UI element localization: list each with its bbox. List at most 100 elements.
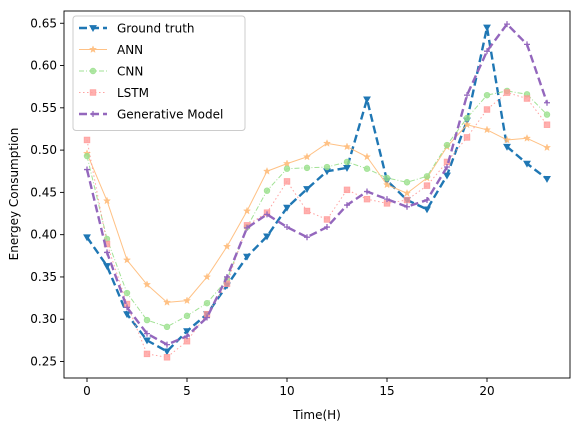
data-point-1-12	[322, 139, 332, 147]
legend-label-1: ANN	[117, 43, 143, 57]
data-point-2-13	[343, 158, 351, 166]
data-point-1-14	[362, 152, 372, 161]
data-point-4-7	[224, 273, 230, 280]
data-point-2-15	[383, 174, 391, 182]
series-line-4	[85, 22, 549, 346]
legend-label-3: LSTM	[117, 86, 149, 100]
y-tick-label-7: 0.60	[30, 59, 57, 73]
legend-entry-0	[79, 25, 107, 33]
data-point-4-0	[84, 166, 90, 173]
data-point-3-12	[323, 216, 331, 223]
axes-layer: 0 5 10 15 20 0.25 0.30 0.35 0.40 0.45 0.50 0.55 0.60…	[30, 10, 571, 398]
y-tick-label-1: 0.30	[30, 312, 57, 326]
data-point-0-0	[83, 234, 91, 242]
data-point-2-4	[163, 323, 171, 331]
data-point-4-4	[164, 341, 170, 348]
data-point-4-13	[344, 202, 350, 209]
data-point-4-20	[484, 48, 490, 55]
data-point-1-15	[382, 180, 392, 189]
data-point-1-6	[202, 272, 212, 281]
legend-entry-2	[79, 67, 107, 75]
data-point-3-11	[303, 207, 311, 215]
data-point-2-17	[423, 173, 431, 180]
data-point-4-16	[404, 203, 410, 210]
data-point-3-22	[523, 95, 531, 102]
series-line-3	[86, 92, 548, 358]
data-point-1-9	[262, 166, 272, 175]
data-point-1-21	[502, 135, 512, 144]
data-point-1-2	[122, 255, 132, 264]
data-point-4-15	[384, 196, 390, 203]
data-point-1-23	[542, 143, 552, 152]
legend-marker-0	[89, 25, 97, 33]
legend: Ground truth ANN CNN LSTM Generative Model	[72, 15, 246, 131]
data-point-2-6	[203, 299, 211, 307]
data-point-3-10	[283, 178, 291, 185]
data-point-0-17	[423, 206, 431, 214]
x-axis-label: Time(H)	[292, 408, 341, 422]
data-point-0-8	[243, 253, 251, 261]
series-3	[83, 89, 551, 361]
data-point-2-11	[303, 164, 311, 172]
data-point-2-12	[323, 163, 331, 171]
data-point-4-12	[324, 224, 330, 231]
data-point-1-13	[342, 142, 352, 151]
data-point-3-3	[143, 350, 151, 358]
legend-marker-2	[89, 67, 97, 75]
data-point-4-23	[544, 99, 550, 106]
data-point-1-5	[182, 296, 192, 305]
data-point-3-4	[163, 354, 171, 361]
legend-box	[72, 15, 246, 131]
x-tick-label-3: 15	[379, 384, 394, 398]
x-tick-label-1: 5	[183, 384, 191, 398]
data-point-1-7	[222, 242, 232, 251]
data-point-4-5	[184, 333, 190, 340]
data-point-2-0	[83, 152, 91, 160]
data-point-1-3	[142, 280, 152, 289]
data-point-0-2	[123, 311, 131, 319]
data-point-0-13	[343, 165, 351, 172]
data-point-2-23	[543, 111, 551, 118]
data-point-2-14	[363, 165, 371, 172]
y-tick-label-2: 0.35	[30, 270, 57, 284]
series-2	[83, 87, 551, 331]
data-point-2-16	[403, 179, 411, 186]
series-line-2	[86, 90, 548, 328]
data-point-4-3	[144, 330, 150, 337]
data-point-4-8	[244, 224, 250, 231]
data-point-2-18	[443, 141, 451, 149]
y-axis-label: Energey Consumption	[7, 128, 21, 261]
data-point-3-20	[483, 106, 491, 113]
data-point-4-10	[284, 224, 290, 231]
legend-label-4: Generative Model	[117, 108, 223, 122]
data-point-1-8	[242, 206, 252, 215]
y-tick-label-5: 0.50	[30, 143, 57, 157]
data-point-0-4	[163, 348, 171, 356]
data-point-0-5	[183, 328, 191, 336]
data-point-0-11	[303, 186, 311, 194]
data-point-1-22	[522, 133, 532, 142]
data-point-4-18	[444, 164, 450, 171]
data-point-4-9	[264, 211, 270, 218]
data-point-3-19	[463, 134, 471, 141]
y-tick-label-3: 0.40	[30, 228, 57, 242]
data-point-4-2	[124, 304, 130, 311]
data-point-0-3	[143, 337, 151, 345]
data-point-3-7	[223, 280, 231, 287]
data-point-3-16	[403, 196, 411, 204]
data-point-3-0	[83, 136, 91, 144]
data-point-1-11	[302, 152, 312, 161]
y-tick-label-0: 0.25	[30, 355, 57, 369]
data-point-1-19	[462, 120, 472, 129]
data-point-1-4	[162, 297, 172, 306]
data-point-4-11	[304, 234, 310, 241]
x-tick-label-2: 10	[279, 384, 294, 398]
legend-marker-1	[88, 45, 98, 53]
data-point-2-10	[283, 165, 291, 172]
legend-entry-3	[79, 89, 107, 96]
series-0	[83, 24, 551, 356]
data-point-0-23	[543, 176, 551, 183]
data-point-2-9	[263, 187, 271, 194]
y-tick-label-4: 0.45	[30, 185, 57, 199]
